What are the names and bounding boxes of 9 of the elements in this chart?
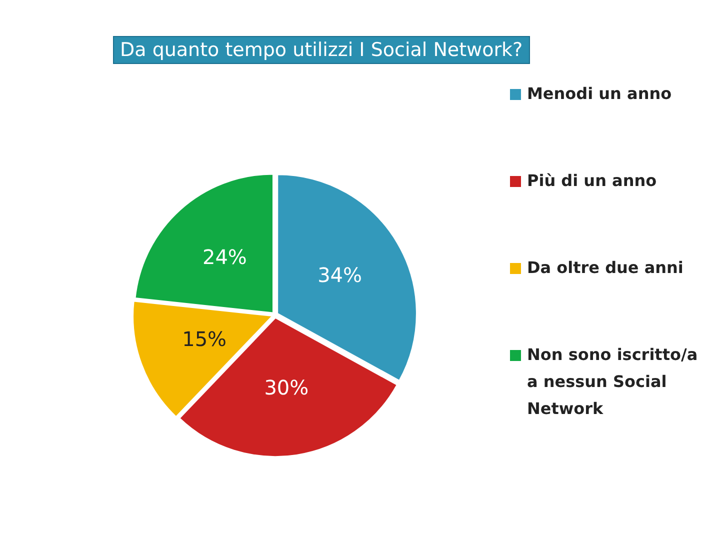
data-label: 24% — [202, 245, 247, 270]
legend-label: Più di un anno — [527, 170, 657, 192]
data-label: 15% — [182, 327, 227, 352]
legend-label: Menodi un anno — [527, 83, 672, 105]
chart-title: Da quanto tempo utilizzi I Social Network? — [113, 36, 530, 64]
legend-label: Non sono iscritto/a a nessun Social Network — [527, 344, 699, 420]
data-label: 30% — [264, 376, 309, 400]
data-label: 34% — [318, 262, 362, 287]
legend-label: Da oltre due anni — [527, 257, 684, 279]
